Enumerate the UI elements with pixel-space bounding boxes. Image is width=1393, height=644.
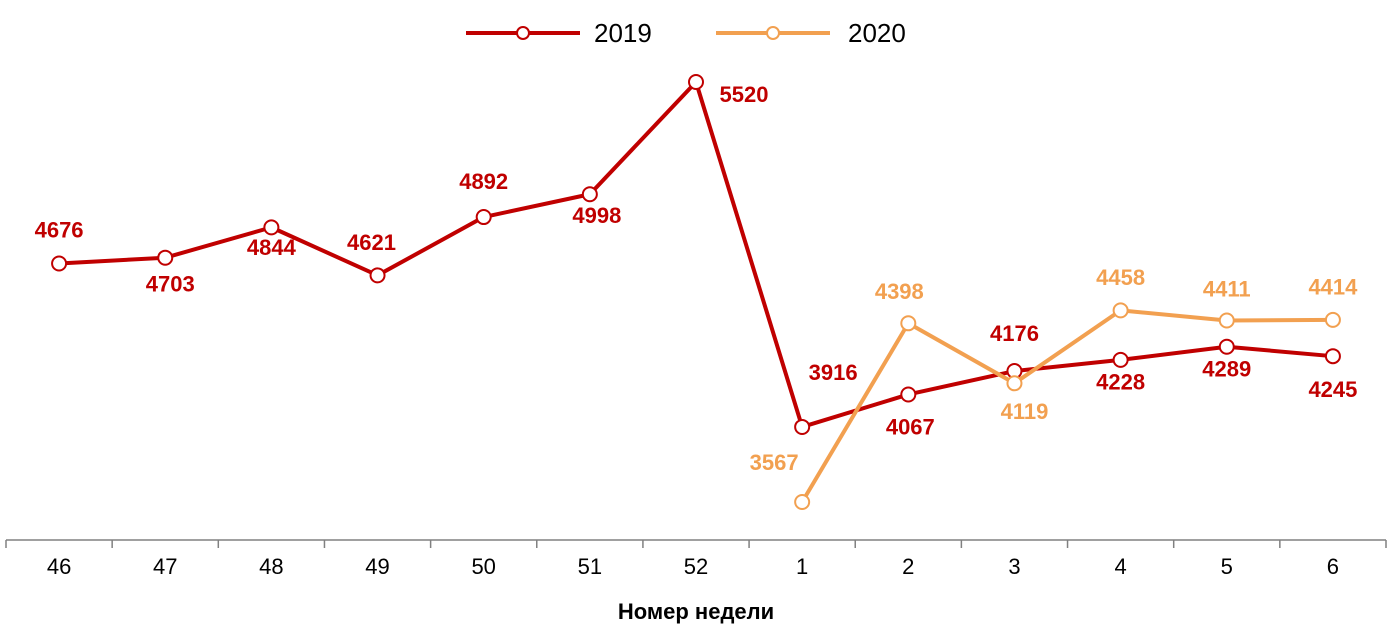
series-line (800, 308, 1333, 504)
data-label: 4621 (347, 230, 396, 255)
x-tick-label: 6 (1327, 554, 1339, 579)
legend-label: 2019 (594, 18, 652, 48)
x-tick-label: 46 (47, 554, 71, 579)
data-label: 4067 (886, 414, 935, 439)
x-tick-label: 5 (1221, 554, 1233, 579)
point (1112, 351, 1129, 368)
point (581, 186, 598, 203)
legend-marker (516, 26, 530, 40)
data-label: 4119 (1001, 399, 1049, 424)
point (369, 267, 386, 284)
point (900, 315, 917, 332)
x-tick-label: 52 (684, 554, 708, 579)
legend-marker (766, 26, 780, 40)
x-tick-label: 47 (153, 554, 177, 579)
data-label: 4458 (1096, 265, 1145, 290)
data-label: 4703 (146, 272, 195, 297)
x-tick-label: 4 (1114, 554, 1126, 579)
point (688, 74, 704, 90)
data-label: 4176 (990, 321, 1039, 346)
x-tick-label: 3 (1008, 554, 1020, 579)
point (794, 418, 811, 435)
data-label: 3567 (750, 450, 799, 475)
x-tick-label: 2 (902, 554, 914, 579)
x-axis-title: Номер недели (618, 599, 774, 624)
point (157, 249, 174, 266)
point (900, 386, 917, 403)
x-tick-label: 1 (796, 554, 808, 579)
point (475, 209, 492, 226)
x-tick-label: 50 (471, 554, 495, 579)
data-label: 5520 (720, 82, 769, 107)
data-label: 4245 (1308, 377, 1357, 402)
data-label: 4676 (35, 217, 84, 242)
x-tick-label: 51 (578, 554, 602, 579)
point (1006, 375, 1023, 392)
data-label: 4398 (875, 279, 924, 304)
point (1324, 348, 1341, 365)
data-label: 4844 (247, 235, 297, 260)
point (263, 219, 280, 236)
data-label: 3916 (809, 360, 858, 385)
legend-label: 2020 (848, 18, 906, 48)
point (794, 494, 811, 510)
point (1112, 302, 1129, 319)
data-label: 4411 (1203, 276, 1251, 301)
point (1324, 311, 1341, 328)
data-label: 4998 (572, 203, 621, 228)
data-label: 4228 (1096, 370, 1145, 395)
data-label: 4414 (1308, 275, 1358, 300)
data-label: 4892 (459, 169, 508, 194)
point (51, 255, 68, 272)
point (1218, 338, 1235, 355)
point (1218, 312, 1235, 329)
data-label: 4289 (1202, 357, 1251, 382)
x-tick-label: 49 (365, 554, 389, 579)
x-tick-label: 48 (259, 554, 283, 579)
